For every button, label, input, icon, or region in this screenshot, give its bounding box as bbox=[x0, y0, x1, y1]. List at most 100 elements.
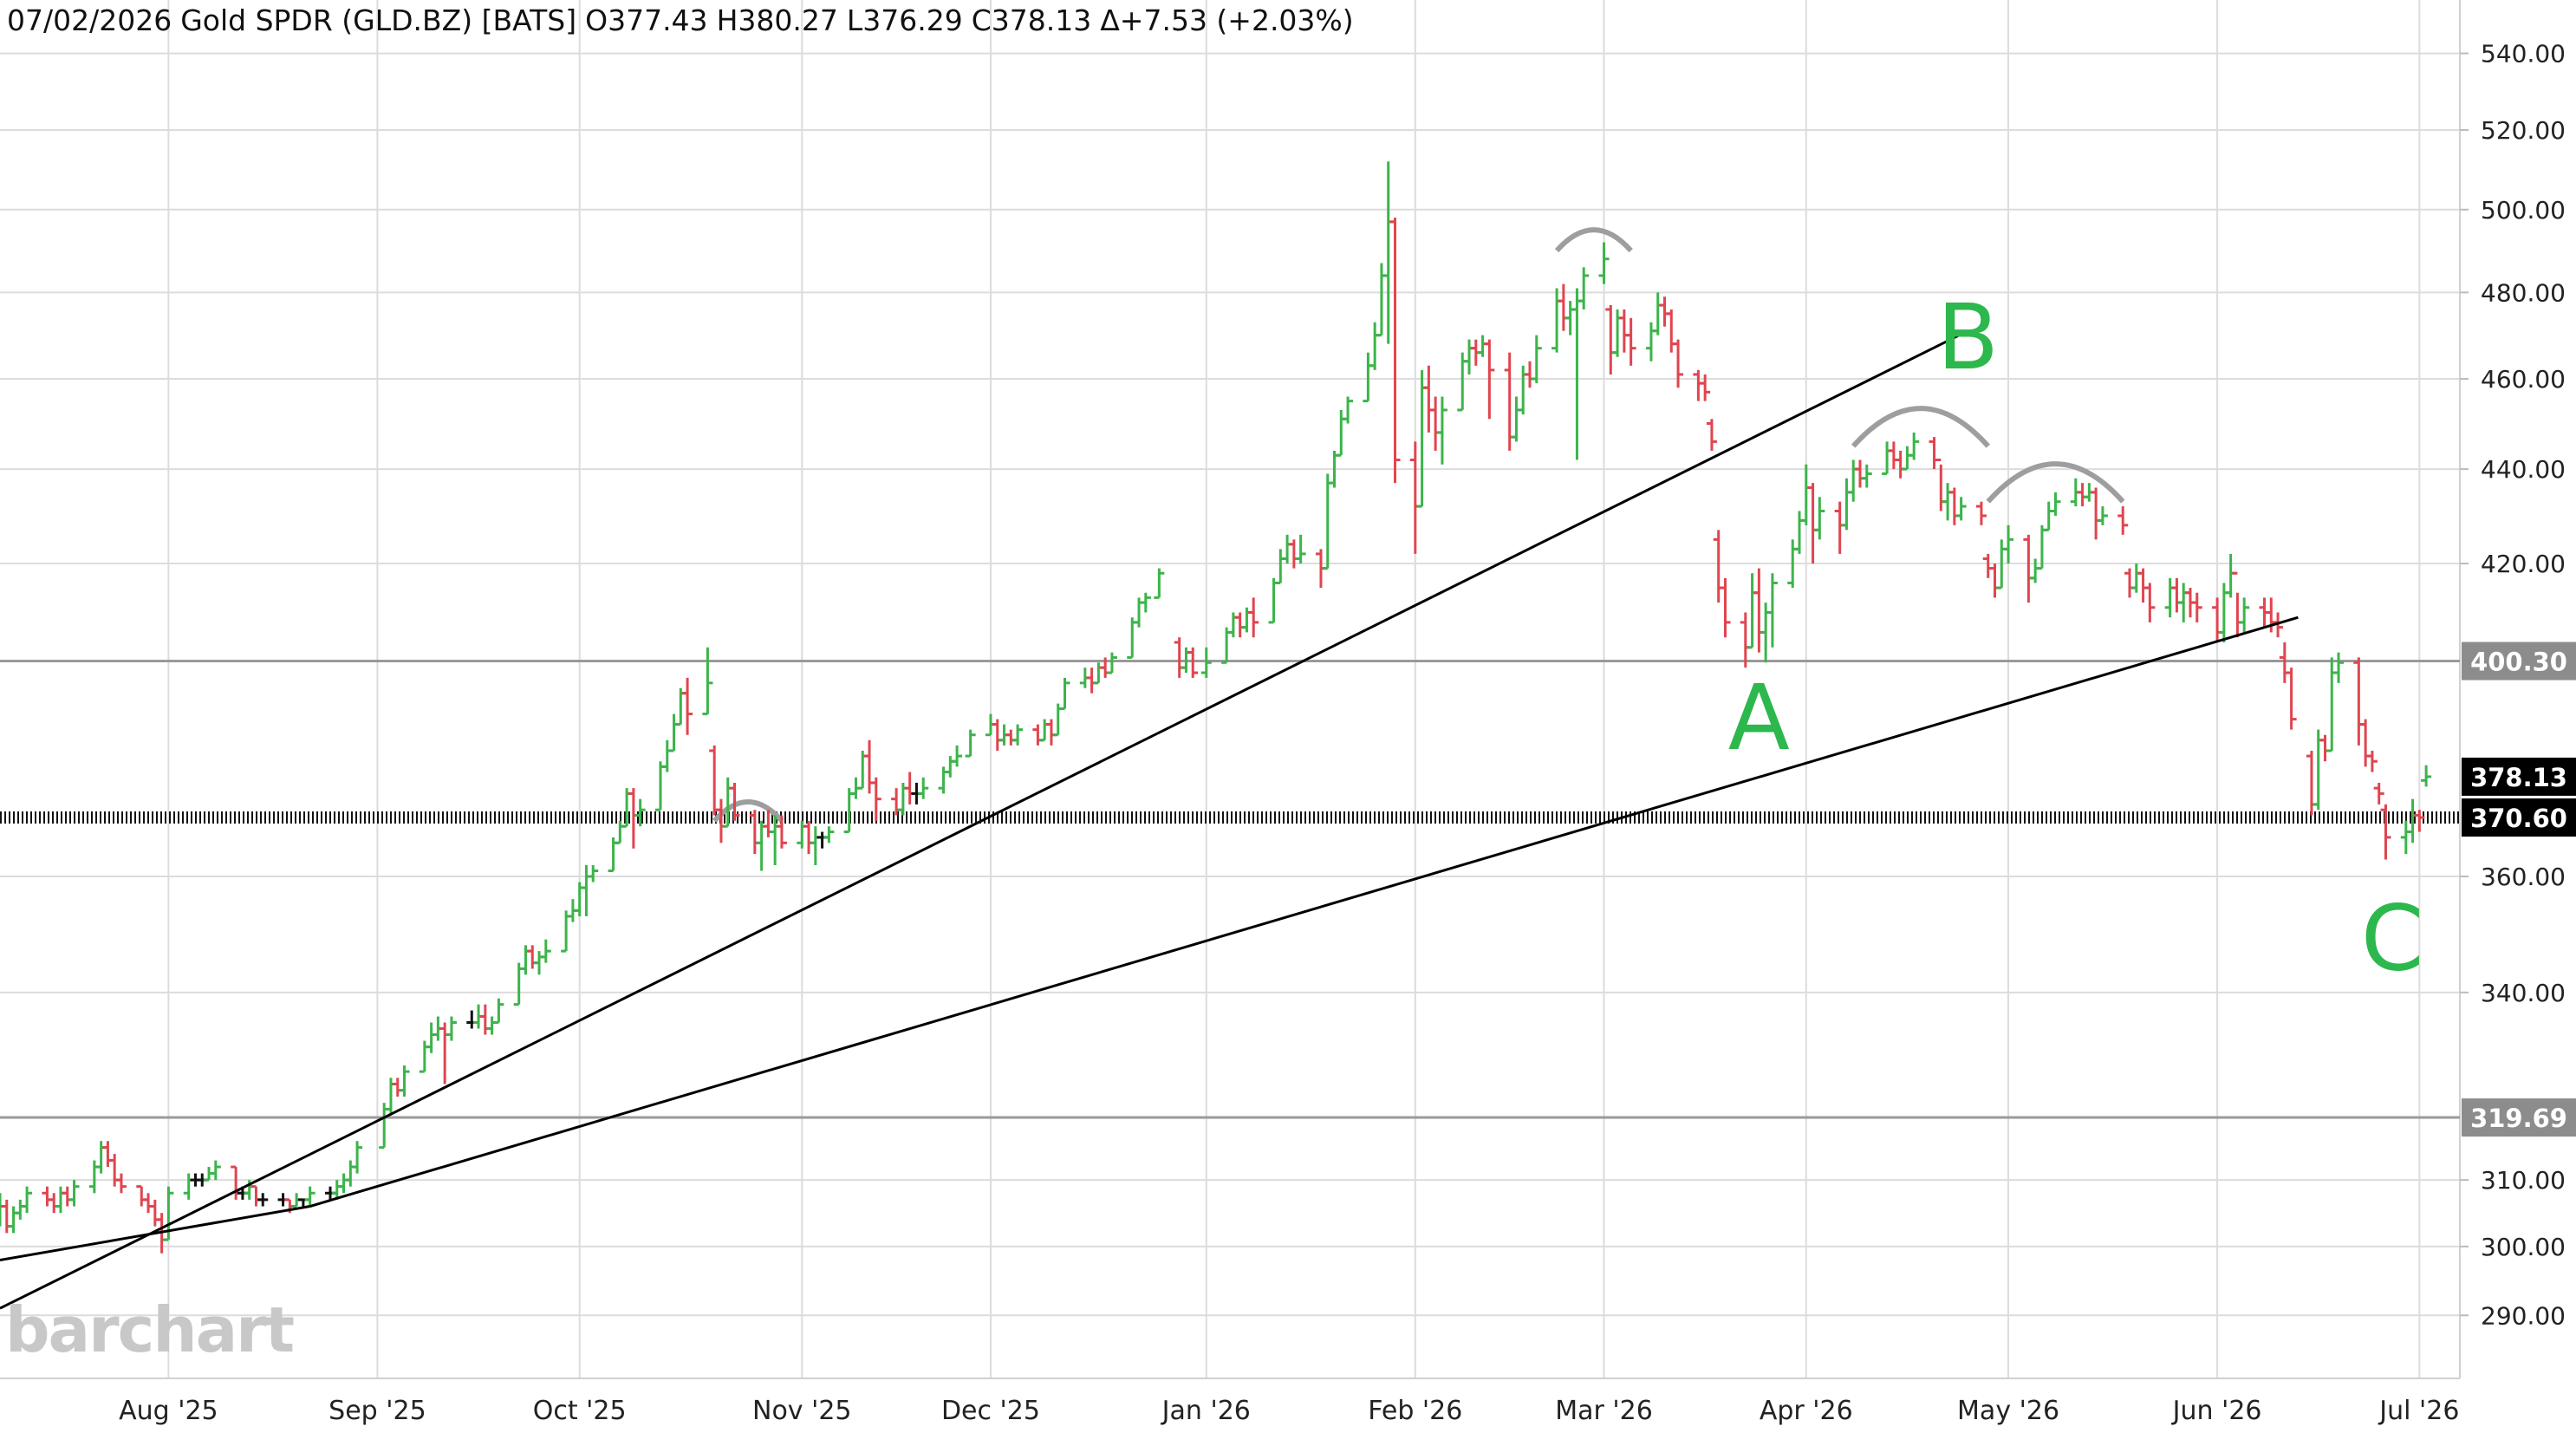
ohlc-bar bbox=[776, 815, 787, 849]
ohlc-bar bbox=[1518, 365, 1529, 415]
ohlc-bar bbox=[15, 1199, 26, 1220]
ohlc-bar bbox=[143, 1193, 154, 1214]
y-tick-label: 340.00 bbox=[2481, 979, 2566, 1007]
price-label: 378.13 bbox=[2470, 763, 2567, 792]
ohlc-bar bbox=[250, 1185, 262, 1207]
ohlc-bar bbox=[486, 1016, 498, 1035]
ohlc-bar bbox=[338, 1173, 349, 1194]
ohlc-bar bbox=[1389, 218, 1401, 484]
ohlc-bar bbox=[1645, 322, 1656, 362]
ohlc-bar bbox=[581, 865, 592, 916]
ohlc-bar bbox=[2144, 583, 2156, 622]
ohlc-bar bbox=[1059, 677, 1070, 711]
ohlc-bar bbox=[1564, 301, 1576, 335]
price-label-box bbox=[2462, 1098, 2576, 1137]
x-tick-label: Jul '26 bbox=[2378, 1396, 2459, 1426]
ohlc-bar bbox=[904, 772, 915, 804]
ohlc-bar bbox=[149, 1199, 160, 1227]
header-high: H380.27 bbox=[716, 3, 838, 37]
x-tick-label: Oct '25 bbox=[533, 1396, 627, 1426]
ohlc-bar bbox=[2232, 571, 2243, 638]
annotation-arcs bbox=[712, 227, 2125, 823]
ohlc-bar bbox=[823, 826, 835, 844]
ohlc-bar bbox=[1935, 458, 1947, 511]
y-tick-label: 300.00 bbox=[2481, 1233, 2566, 1261]
ohlc-bar bbox=[210, 1160, 221, 1181]
ohlc-bar bbox=[2366, 750, 2378, 772]
ohlc-bar bbox=[466, 1010, 478, 1029]
y-tick-label: 520.00 bbox=[2481, 116, 2566, 145]
ohlc-bar bbox=[1713, 530, 1724, 603]
ohlc-bar bbox=[1039, 719, 1051, 742]
ohlc-bar bbox=[1511, 396, 1522, 442]
x-tick-label: Sep '25 bbox=[329, 1396, 426, 1426]
ohlc-bar bbox=[1861, 464, 1872, 488]
ohlc-bar bbox=[479, 1004, 491, 1035]
ohlc-bar bbox=[1902, 446, 1913, 471]
trendline bbox=[0, 1205, 310, 1262]
ohlc-bar bbox=[55, 1186, 66, 1214]
ohlc-bar bbox=[1484, 339, 1495, 420]
ohlc-bar bbox=[2117, 506, 2129, 535]
ohlc-bar bbox=[661, 739, 673, 772]
header-change: Δ+7.53 (+2.03%) bbox=[1100, 3, 1354, 37]
ohlc-bar bbox=[2137, 568, 2149, 603]
ohlc-bar bbox=[1955, 497, 1967, 521]
ohlc-bar bbox=[2414, 810, 2425, 832]
y-tick-label: 540.00 bbox=[2481, 40, 2566, 68]
header-close: C378.13 bbox=[971, 3, 1092, 37]
ohlc-bar bbox=[1693, 369, 1704, 401]
horizontal-lines bbox=[0, 660, 2460, 1119]
ohlc-bar bbox=[938, 766, 949, 794]
ohlc-bar bbox=[1807, 483, 1818, 564]
ohlc-bar bbox=[810, 826, 821, 866]
ohlc-bar bbox=[231, 1165, 242, 1200]
ohlc-bar bbox=[918, 777, 929, 799]
ohlc-bar bbox=[2097, 506, 2108, 525]
price-label: 370.60 bbox=[2470, 804, 2567, 833]
ohlc-bar bbox=[1982, 553, 1994, 578]
ohlc-bar bbox=[2212, 597, 2223, 642]
ohlc-bar bbox=[1571, 288, 1583, 460]
ohlc-bar bbox=[945, 756, 956, 778]
x-tick-label: Dec '25 bbox=[941, 1396, 1040, 1426]
ohlc-bar bbox=[1612, 309, 1623, 357]
ohlc-bar bbox=[1322, 473, 1333, 570]
grid-lines bbox=[0, 0, 2461, 1379]
ohlc-bar bbox=[2239, 597, 2250, 633]
ohlc-bar bbox=[1666, 309, 1677, 353]
ohlc-bar bbox=[1753, 568, 1765, 653]
ohlc-bar bbox=[1551, 288, 1563, 353]
ohlc-bar bbox=[439, 1022, 451, 1085]
ohlc-bar bbox=[42, 1186, 53, 1207]
y-tick-label: 360.00 bbox=[2481, 863, 2566, 891]
ohlc-bar bbox=[1854, 459, 1865, 488]
trendlines bbox=[0, 329, 2299, 1310]
ohlc-bar bbox=[1800, 464, 1812, 525]
ohlc-bar bbox=[1888, 441, 1899, 470]
header-low: L376.29 bbox=[846, 3, 963, 37]
x-tick-label: Jan '26 bbox=[1161, 1396, 1251, 1426]
ohlc-bar bbox=[68, 1180, 80, 1207]
ohlc-bar bbox=[2191, 592, 2202, 622]
ohlc-bar bbox=[870, 777, 881, 821]
ohlc-bar bbox=[770, 815, 781, 866]
ohlc-bar bbox=[2400, 820, 2411, 855]
ohlc-bar bbox=[682, 677, 693, 735]
ohlc-bar bbox=[2164, 577, 2176, 618]
ohlc-bar bbox=[2407, 798, 2418, 844]
ohlc-bar bbox=[1531, 335, 1542, 384]
ohlc-bar bbox=[8, 1206, 19, 1234]
ohlc-bar bbox=[803, 820, 815, 855]
price-labels: 400.30 378.13 370.60 319.69 bbox=[2462, 642, 2576, 1137]
ohlc-bar bbox=[1200, 647, 1212, 678]
ohlc-bar bbox=[2171, 577, 2182, 613]
ohlc-bar bbox=[1618, 309, 1630, 353]
ohlc-bar bbox=[520, 945, 531, 975]
ohlc-bar bbox=[1382, 161, 1394, 344]
ohlc-bar bbox=[115, 1173, 127, 1194]
ohlc-bar bbox=[1140, 592, 1151, 613]
ohlc-bar bbox=[702, 647, 713, 716]
ohlc-bar bbox=[1005, 729, 1017, 746]
